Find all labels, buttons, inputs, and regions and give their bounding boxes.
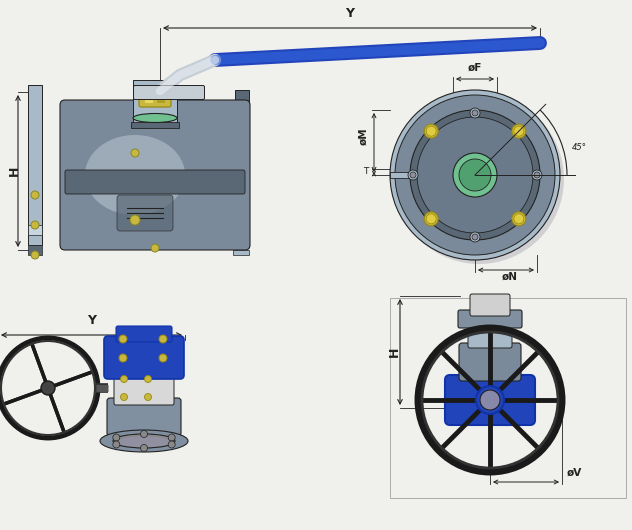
- Text: øM: øM: [358, 127, 368, 145]
- Circle shape: [417, 117, 533, 233]
- FancyBboxPatch shape: [139, 87, 171, 107]
- Bar: [390, 298, 626, 498]
- Text: øN: øN: [502, 272, 518, 282]
- Circle shape: [532, 170, 542, 180]
- Circle shape: [408, 170, 418, 180]
- Bar: [131, 122, 179, 128]
- Circle shape: [453, 153, 497, 197]
- Circle shape: [31, 191, 39, 199]
- Circle shape: [472, 234, 478, 240]
- Circle shape: [514, 126, 524, 136]
- Circle shape: [514, 214, 524, 224]
- Circle shape: [159, 354, 167, 362]
- Circle shape: [480, 390, 500, 410]
- Circle shape: [130, 215, 140, 225]
- FancyBboxPatch shape: [459, 343, 521, 381]
- Circle shape: [395, 95, 555, 255]
- Circle shape: [426, 214, 436, 224]
- Circle shape: [459, 159, 491, 191]
- Text: øF: øF: [468, 63, 482, 73]
- Text: H: H: [387, 347, 401, 357]
- Bar: [28, 225, 42, 235]
- Circle shape: [31, 251, 39, 259]
- Circle shape: [512, 212, 526, 226]
- Circle shape: [470, 108, 480, 118]
- Bar: [390, 172, 414, 178]
- FancyBboxPatch shape: [65, 170, 245, 194]
- Circle shape: [168, 441, 175, 448]
- FancyBboxPatch shape: [470, 294, 510, 316]
- Text: øV: øV: [567, 468, 582, 478]
- Text: Y: Y: [346, 7, 355, 20]
- FancyBboxPatch shape: [116, 326, 172, 342]
- FancyBboxPatch shape: [117, 195, 173, 231]
- Circle shape: [410, 172, 416, 178]
- Circle shape: [145, 393, 152, 401]
- Text: Y: Y: [87, 314, 96, 327]
- Circle shape: [476, 386, 504, 414]
- Circle shape: [119, 354, 127, 362]
- Bar: [28, 245, 42, 255]
- Circle shape: [472, 110, 478, 116]
- Circle shape: [145, 375, 152, 383]
- Circle shape: [534, 172, 540, 178]
- Circle shape: [512, 124, 526, 138]
- Text: 45°: 45°: [572, 143, 587, 152]
- Circle shape: [140, 445, 147, 452]
- Bar: [233, 250, 249, 255]
- Ellipse shape: [100, 430, 188, 452]
- FancyBboxPatch shape: [104, 336, 184, 379]
- FancyBboxPatch shape: [458, 310, 522, 328]
- Circle shape: [121, 393, 128, 401]
- Circle shape: [41, 381, 55, 395]
- Ellipse shape: [133, 113, 177, 122]
- Ellipse shape: [85, 135, 185, 215]
- Circle shape: [410, 110, 540, 240]
- Circle shape: [31, 221, 39, 229]
- Circle shape: [424, 212, 438, 226]
- FancyBboxPatch shape: [107, 398, 181, 436]
- Bar: [133, 80, 177, 125]
- Circle shape: [426, 126, 436, 136]
- Circle shape: [424, 124, 438, 138]
- Circle shape: [151, 244, 159, 252]
- Bar: [233, 210, 249, 215]
- Circle shape: [121, 375, 128, 383]
- FancyBboxPatch shape: [468, 322, 512, 348]
- Bar: [145, 100, 153, 103]
- Bar: [157, 100, 165, 103]
- FancyBboxPatch shape: [60, 100, 250, 250]
- Circle shape: [470, 232, 480, 242]
- FancyBboxPatch shape: [133, 85, 205, 100]
- FancyBboxPatch shape: [445, 375, 535, 425]
- Circle shape: [112, 434, 120, 441]
- Circle shape: [112, 441, 120, 448]
- FancyBboxPatch shape: [114, 371, 174, 405]
- Circle shape: [394, 94, 564, 264]
- Circle shape: [390, 90, 560, 260]
- Bar: [28, 85, 42, 245]
- Bar: [235, 90, 249, 220]
- Circle shape: [131, 149, 139, 157]
- Circle shape: [119, 335, 127, 343]
- Circle shape: [159, 335, 167, 343]
- Circle shape: [140, 430, 147, 437]
- Circle shape: [168, 434, 175, 441]
- Ellipse shape: [113, 434, 175, 448]
- Text: T: T: [363, 166, 368, 175]
- Text: H: H: [8, 166, 20, 176]
